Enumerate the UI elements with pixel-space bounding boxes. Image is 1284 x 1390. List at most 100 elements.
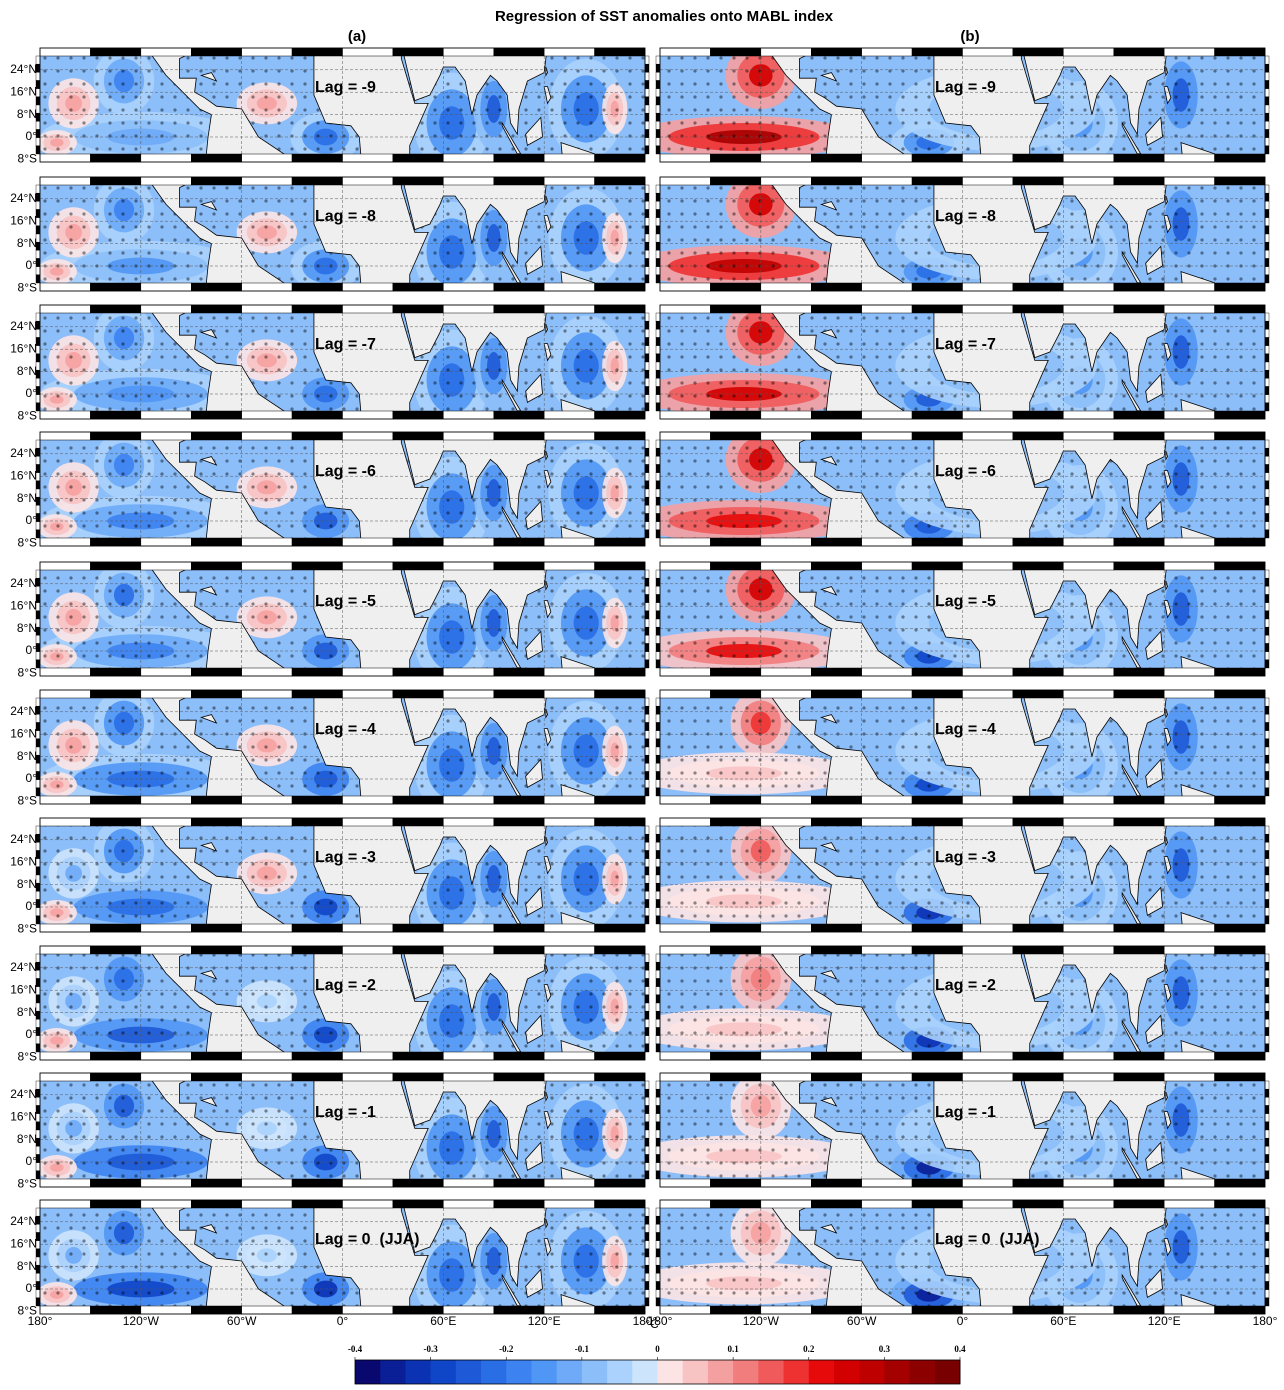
frame-side: [645, 370, 649, 378]
frame-side: [1265, 603, 1269, 611]
frame-block: [595, 305, 645, 313]
frame-block: [393, 1306, 443, 1314]
frame-side: [1265, 497, 1269, 505]
frame-side: [656, 1081, 660, 1089]
frame-side: [1265, 378, 1269, 386]
frame-block: [292, 177, 342, 185]
frame-block: [710, 154, 760, 162]
frame-block: [1114, 177, 1164, 185]
lon-label: 60°E: [1050, 1314, 1076, 1328]
frame-block: [1114, 562, 1164, 570]
lag-label: Lag = -3: [315, 849, 376, 866]
frame-side: [656, 875, 660, 883]
frame-block: [912, 538, 962, 546]
frame-block: [191, 1052, 241, 1060]
frame-block: [343, 411, 393, 419]
frame-block: [1215, 690, 1265, 698]
frame-side: [656, 465, 660, 473]
frame-side: [656, 226, 660, 234]
figure: Regression of SST anomalies onto MABL in…: [0, 0, 1284, 1385]
frame-block: [141, 1179, 191, 1187]
map-panel: Lag = -2: [36, 943, 649, 1075]
frame-block: [811, 538, 861, 546]
frame-block: [660, 818, 710, 826]
frame-block: [443, 1052, 493, 1060]
colorbar-label: -0.1: [575, 1344, 590, 1354]
frame-block: [292, 154, 342, 162]
frame-block: [40, 154, 90, 162]
lat-label: 24°N: [10, 319, 37, 333]
frame-side: [645, 995, 649, 1003]
frame-side: [645, 780, 649, 788]
frame-block: [443, 562, 493, 570]
lat-label: 8°S: [18, 281, 37, 295]
lat-label: 16°N: [10, 982, 37, 996]
frame-side: [1265, 962, 1269, 970]
frame-block: [660, 305, 710, 313]
frame-block: [710, 924, 760, 932]
frame-side: [645, 465, 649, 473]
frame-side: [656, 723, 660, 731]
frame-block: [1013, 1306, 1063, 1314]
colorbar-label: 0.4: [954, 1344, 966, 1354]
colorbar-bin: [355, 1360, 381, 1384]
frame-side: [1265, 1282, 1269, 1290]
frame-block: [1164, 690, 1214, 698]
frame-side: [656, 1155, 660, 1163]
frame-block: [544, 796, 594, 804]
frame-side: [1265, 201, 1269, 209]
frame-side: [1265, 226, 1269, 234]
frame-side: [645, 1241, 649, 1249]
frame-side: [1265, 788, 1269, 796]
frame-block: [242, 283, 292, 291]
frame-block: [963, 796, 1013, 804]
frame-side: [656, 842, 660, 850]
frame-side: [1265, 867, 1269, 875]
frame-block: [544, 177, 594, 185]
lag-label: Lag = -5: [315, 593, 376, 610]
frame-block: [761, 1200, 811, 1208]
frame-block: [811, 154, 861, 162]
frame-block: [1164, 562, 1214, 570]
frame-side: [1265, 842, 1269, 850]
lag-label: Lag = -2: [935, 977, 996, 994]
frame-block: [141, 432, 191, 440]
frame-block: [595, 690, 645, 698]
frame-side: [1265, 1216, 1269, 1224]
frame-block: [912, 668, 962, 676]
frame-block: [90, 283, 140, 291]
frame-side: [645, 456, 649, 464]
frame-block: [90, 1073, 140, 1081]
frame-side: [1265, 1122, 1269, 1130]
frame-block: [912, 177, 962, 185]
frame-side: [1265, 275, 1269, 283]
frame-block: [1215, 154, 1265, 162]
frame-block: [242, 818, 292, 826]
frame-block: [1114, 538, 1164, 546]
frame-block: [393, 1200, 443, 1208]
frame-side: [656, 185, 660, 193]
frame-block: [443, 177, 493, 185]
lat-label: 16°N: [10, 598, 37, 612]
frame-block: [191, 796, 241, 804]
frame-block: [292, 1179, 342, 1187]
frame-block: [710, 1306, 760, 1314]
frame-side: [656, 530, 660, 538]
frame-block: [544, 1052, 594, 1060]
frame-block: [191, 924, 241, 932]
frame-side: [656, 89, 660, 97]
frame-side: [645, 763, 649, 771]
frame-side: [1265, 979, 1269, 987]
frame-side: [656, 644, 660, 652]
colorbar-bin: [506, 1360, 532, 1384]
frame-block: [1013, 946, 1063, 954]
colorbar-label: -0.3: [424, 1344, 439, 1354]
frame-side: [1265, 72, 1269, 80]
frame-side: [645, 859, 649, 867]
frame-block: [1063, 432, 1113, 440]
frame-side: [1265, 780, 1269, 788]
frame-block: [862, 283, 912, 291]
frame-side: [645, 635, 649, 643]
frame-side: [645, 1089, 649, 1097]
frame-block: [443, 1073, 493, 1081]
